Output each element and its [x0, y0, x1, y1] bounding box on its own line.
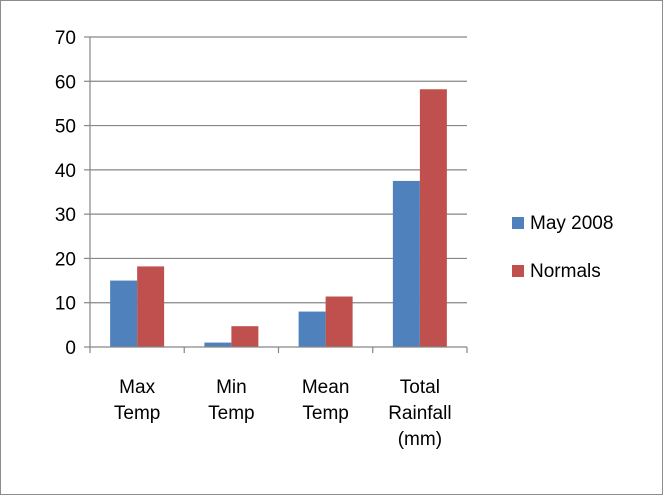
- bar-normals: [325, 296, 353, 347]
- y-tick-labels: 0 10 20 30 40 50 60 70: [55, 28, 76, 359]
- legend-label: May 2008: [530, 213, 613, 234]
- legend-swatch: [512, 265, 524, 277]
- y-tick-label: 0: [65, 338, 76, 359]
- legend-swatch: [512, 217, 524, 229]
- bars: [110, 89, 447, 347]
- y-tick-label: 20: [55, 249, 76, 270]
- y-tick-label: 10: [55, 294, 76, 315]
- bar-may-2008: [298, 311, 326, 347]
- bar-normals: [231, 326, 259, 347]
- x-tick-labels: Max Temp Min Temp Mean Temp Total Rainfall (mm): [114, 377, 452, 450]
- bar-may-2008: [392, 180, 420, 347]
- gridlines: [90, 36, 467, 304]
- bar-may-2008: [204, 342, 232, 347]
- x-tick-label: Mean Temp: [302, 377, 350, 424]
- bar-normals: [419, 89, 447, 347]
- bar-normals: [137, 266, 165, 347]
- x-tick-label: Min Temp: [208, 377, 254, 424]
- legend: May 2008 Normals: [512, 213, 613, 282]
- y-tick-label: 40: [55, 161, 76, 182]
- bar-may-2008: [110, 280, 138, 347]
- x-tick-label: Total Rainfall (mm): [388, 377, 451, 450]
- y-tick-label: 30: [55, 205, 76, 226]
- y-tick-label: 50: [55, 117, 76, 138]
- axes: [84, 36, 468, 353]
- legend-label: Normals: [530, 261, 601, 282]
- y-tick-label: 70: [55, 28, 76, 49]
- y-tick-label: 60: [55, 72, 76, 93]
- x-tick-label: Max Temp: [114, 377, 160, 424]
